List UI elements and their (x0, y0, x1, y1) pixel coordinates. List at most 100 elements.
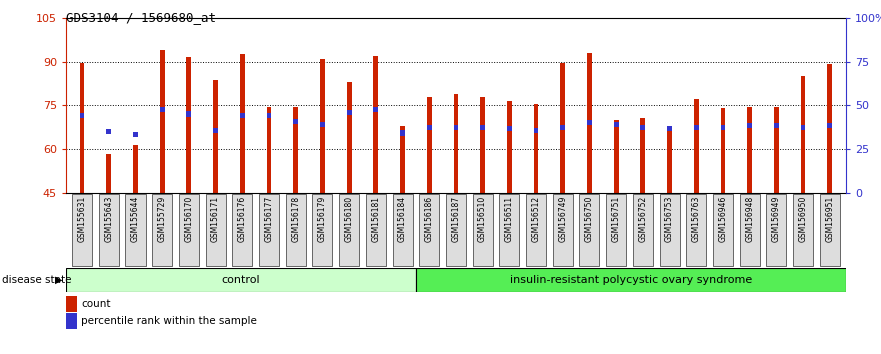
Bar (213, 127, 218, 133)
Bar (686, 194, 707, 266)
Bar (694, 125, 699, 130)
Text: GSM156750: GSM156750 (585, 196, 594, 242)
Text: GSM156753: GSM156753 (665, 196, 674, 242)
Bar (400, 130, 405, 136)
Text: GSM156751: GSM156751 (611, 196, 620, 242)
Text: GSM156948: GSM156948 (745, 196, 754, 242)
Bar (480, 97, 485, 193)
Bar (293, 119, 298, 124)
Bar (233, 194, 252, 266)
Bar (560, 125, 565, 130)
Bar (426, 97, 432, 193)
Bar (320, 122, 325, 127)
Text: count: count (81, 299, 110, 309)
Bar (240, 113, 245, 118)
Bar (747, 107, 752, 193)
Bar (446, 194, 466, 266)
Text: ▶: ▶ (55, 275, 63, 285)
Bar (747, 123, 752, 129)
Text: GSM156170: GSM156170 (184, 196, 194, 242)
Bar (587, 120, 592, 125)
Bar (740, 194, 759, 266)
Bar (801, 76, 805, 193)
Bar (374, 56, 378, 193)
Bar (205, 194, 226, 266)
Bar (187, 57, 191, 193)
Bar (400, 126, 405, 193)
Bar (587, 53, 592, 193)
Bar (640, 119, 645, 193)
Bar (152, 194, 172, 266)
Bar (614, 122, 618, 127)
Bar (534, 127, 538, 133)
Bar (240, 54, 245, 193)
Bar (774, 107, 779, 193)
Bar (366, 194, 386, 266)
Bar (159, 107, 165, 112)
Text: disease state: disease state (2, 275, 71, 285)
Bar (267, 113, 271, 118)
Text: GSM155644: GSM155644 (131, 196, 140, 242)
Bar (560, 63, 565, 193)
Bar (580, 194, 599, 266)
Bar (107, 154, 111, 193)
Bar (827, 123, 833, 129)
Bar (293, 107, 298, 193)
Bar (416, 268, 846, 292)
Bar (66, 268, 416, 292)
Bar (419, 194, 440, 266)
Bar (179, 194, 199, 266)
Bar (159, 50, 165, 193)
Bar (107, 129, 111, 134)
Text: GSM156946: GSM156946 (718, 196, 728, 242)
Bar (507, 126, 512, 131)
Bar (347, 82, 352, 193)
Text: GSM156176: GSM156176 (238, 196, 247, 242)
Bar (454, 125, 458, 130)
Bar (660, 194, 679, 266)
Bar (347, 110, 352, 115)
Bar (606, 194, 626, 266)
Bar (267, 107, 271, 193)
Bar (187, 112, 191, 117)
Bar (819, 194, 840, 266)
Bar (534, 104, 538, 193)
Text: control: control (222, 275, 260, 285)
Bar (713, 194, 733, 266)
Text: GSM156749: GSM156749 (559, 196, 567, 242)
Bar (801, 125, 805, 130)
Bar (507, 101, 512, 193)
Bar (339, 194, 359, 266)
Bar (552, 194, 573, 266)
Bar (694, 99, 699, 193)
Text: GSM156950: GSM156950 (798, 196, 808, 242)
Text: GSM156177: GSM156177 (264, 196, 273, 242)
Bar (259, 194, 279, 266)
Text: GSM156752: GSM156752 (639, 196, 648, 242)
Bar (766, 194, 787, 266)
Bar (500, 194, 519, 266)
Bar (313, 194, 332, 266)
Bar (393, 194, 412, 266)
Bar (213, 80, 218, 193)
Text: GSM156180: GSM156180 (344, 196, 353, 242)
Bar (133, 145, 138, 193)
Bar (79, 113, 85, 118)
Text: GSM156181: GSM156181 (371, 196, 381, 242)
Text: GDS3104 / 1569680_at: GDS3104 / 1569680_at (66, 11, 216, 24)
Text: GSM156951: GSM156951 (825, 196, 834, 242)
Bar (320, 58, 325, 193)
Bar (454, 94, 458, 193)
Bar (133, 132, 138, 137)
Bar (374, 107, 378, 112)
Bar (426, 125, 432, 130)
Bar (614, 120, 618, 193)
Bar (72, 194, 93, 266)
Bar (79, 63, 85, 193)
Text: GSM155729: GSM155729 (158, 196, 167, 242)
Text: GSM156512: GSM156512 (531, 196, 541, 242)
Bar (99, 194, 119, 266)
Text: GSM156171: GSM156171 (211, 196, 220, 242)
Bar (774, 123, 779, 129)
Text: GSM156949: GSM156949 (772, 196, 781, 242)
